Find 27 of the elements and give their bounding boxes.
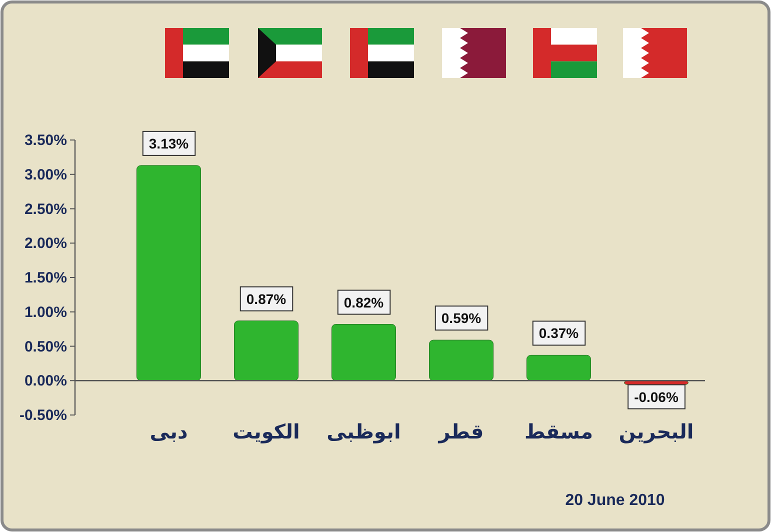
text: 20 June 2010 <box>565 492 665 509</box>
data-label: 0.37% <box>538 325 580 342</box>
data-label: 0.82% <box>344 294 384 310</box>
x-tick-label: دبى <box>150 420 188 444</box>
x-tick-label: مسقط <box>524 420 594 444</box>
y-tick-label: 3.00% <box>24 166 67 184</box>
y-tick-label: 1.00% <box>24 304 67 321</box>
bar <box>332 324 396 381</box>
x-tick-label: قطر <box>438 420 484 444</box>
y-tick-label: 0.00% <box>24 372 67 390</box>
data-label: 0.59% <box>441 310 482 326</box>
bar <box>429 340 494 381</box>
bar <box>234 320 298 381</box>
data-label: 0.87% <box>246 290 287 307</box>
bar <box>526 354 591 381</box>
data-label: 3.13% <box>148 135 190 152</box>
x-tick-label: ابوظبى <box>326 420 401 444</box>
y-tick-label: 0.50% <box>24 338 67 356</box>
y-tick-label: -0.50% <box>19 407 67 424</box>
x-tick-label: الكويت <box>232 420 300 444</box>
y-tick-label: 1.50% <box>24 270 67 286</box>
y-tick-label: 2.50% <box>24 200 67 218</box>
y-tick-label: 2.00% <box>24 235 67 252</box>
y-tick-label: 3.50% <box>24 132 67 149</box>
x-tick-label: البحرين <box>618 420 694 444</box>
bar <box>136 165 201 381</box>
data-label: -0.06% <box>634 388 679 405</box>
